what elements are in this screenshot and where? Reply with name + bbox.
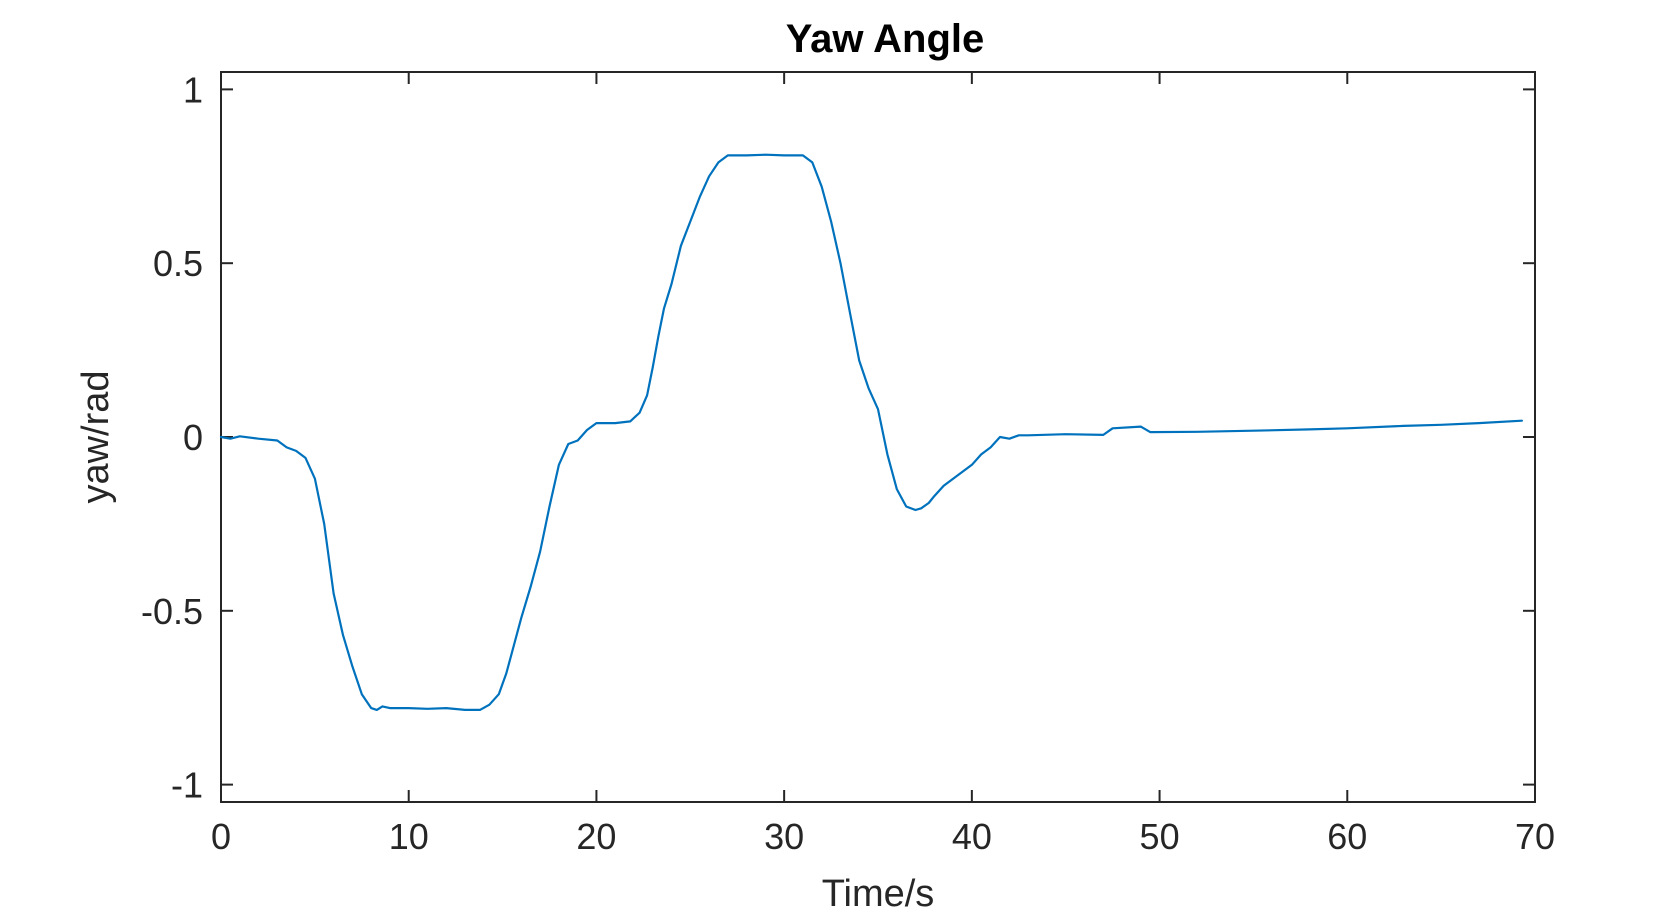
x-tick-label: 60	[1327, 816, 1367, 857]
plot-frame	[220, 71, 1536, 803]
x-tick-label: 20	[576, 816, 616, 857]
y-axis: -1 -0.5 0 0.5 1	[141, 69, 1535, 806]
x-axis-label: Time/s	[822, 873, 935, 915]
x-tick-label: 50	[1140, 816, 1180, 857]
y-tick-label: 1	[183, 69, 203, 110]
y-tick-label: -0.5	[141, 591, 203, 632]
y-axis-label: yaw/rad	[75, 370, 117, 503]
x-tick-label: 70	[1515, 816, 1555, 857]
x-tick-label: 40	[952, 816, 992, 857]
yaw-series-line	[219, 153, 1523, 711]
chart-title: Yaw Angle	[786, 17, 985, 61]
x-tick-label: 0	[211, 816, 231, 857]
y-tick-label: -1	[171, 765, 203, 806]
x-tick-label: 10	[389, 816, 429, 857]
y-tick-label: 0	[183, 417, 203, 458]
y-tick-label: 0.5	[153, 243, 203, 284]
x-tick-label: 30	[764, 816, 804, 857]
x-axis: 0 10 20 30 40 50 60 70	[211, 72, 1555, 857]
